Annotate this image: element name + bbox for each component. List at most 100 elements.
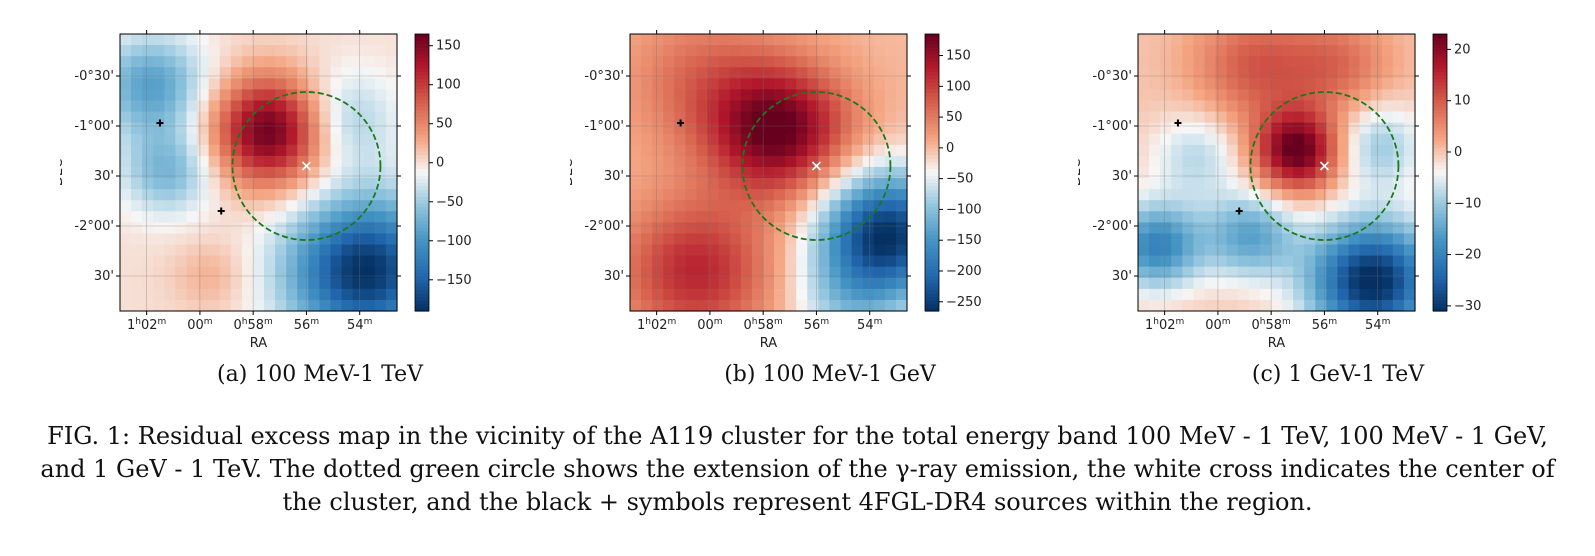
heatmap-cell	[1182, 78, 1194, 90]
heatmap-cell	[308, 222, 321, 235]
colorbar-segment	[925, 72, 939, 77]
colorbar-segment	[1433, 279, 1447, 284]
colorbar-segment	[1433, 262, 1447, 267]
heatmap-cell	[818, 78, 831, 90]
heatmap-cell	[696, 45, 709, 57]
heatmap-cell	[818, 166, 831, 179]
heatmap-cell	[1259, 255, 1272, 268]
heatmap-cell	[1215, 89, 1228, 102]
heatmap-cell	[131, 78, 143, 90]
heatmap-cell	[208, 166, 221, 179]
heatmap-cell	[131, 122, 143, 135]
heatmap-cell	[319, 34, 332, 46]
colorbar-segment	[415, 44, 429, 49]
heatmap-cell	[729, 100, 742, 113]
heatmap-cell	[1270, 111, 1283, 124]
heatmap-cell	[1270, 45, 1283, 57]
heatmap-cell	[829, 67, 842, 79]
heatmap-cell	[873, 155, 886, 168]
heatmap-cell	[762, 233, 775, 246]
heatmap-cell	[895, 34, 908, 46]
heatmap-cell	[264, 266, 276, 279]
heatmap-cell	[186, 45, 199, 57]
heatmap-cell	[1282, 122, 1294, 135]
heatmap-cell	[707, 178, 720, 190]
heatmap-cell	[1282, 189, 1294, 201]
heatmap-cell	[352, 266, 365, 279]
heatmap-cell	[308, 34, 321, 46]
heatmap-cell	[341, 299, 354, 312]
y-tick-label: -1°00'	[74, 119, 114, 134]
heatmap-cell	[1304, 211, 1316, 223]
colorbar-tick-label: 100	[946, 79, 971, 94]
heatmap-cell	[751, 56, 764, 68]
heatmap-cell	[1326, 155, 1339, 168]
heatmap-cell	[219, 34, 232, 46]
heatmap-cell	[1337, 211, 1350, 223]
heatmap-cell	[851, 200, 864, 212]
heatmap-cell	[641, 67, 653, 79]
heatmap-cell	[120, 277, 132, 290]
heatmap-cell	[1270, 56, 1283, 68]
heatmap-cell	[297, 200, 309, 212]
heatmap-cell	[385, 166, 398, 179]
heatmap-cell	[1381, 233, 1394, 246]
heatmap-cell	[297, 211, 309, 223]
heatmap-cell	[774, 211, 786, 223]
heatmap-cell	[1259, 233, 1272, 246]
heatmap-cell	[774, 133, 786, 146]
heatmap-cell	[751, 266, 764, 279]
heatmap-cell	[1204, 67, 1217, 79]
heatmap-cell	[1370, 133, 1383, 146]
heatmap-cell	[275, 122, 287, 135]
heatmap-cell	[785, 244, 797, 257]
heatmap-cell	[1282, 100, 1294, 113]
heatmap-cell	[1293, 122, 1305, 135]
heatmap-cell	[1193, 299, 1206, 312]
heatmap-cell	[1337, 122, 1350, 135]
heatmap-cell	[219, 67, 232, 79]
heatmap-cell	[363, 277, 376, 290]
heatmap-cell	[707, 144, 720, 157]
heatmap-cell	[674, 166, 686, 179]
heatmap-cell	[1182, 122, 1194, 135]
heatmap-cell	[818, 200, 831, 212]
heatmap-cell	[1215, 111, 1228, 124]
colorbar-segment	[925, 165, 939, 170]
heatmap-cell	[241, 78, 254, 90]
heatmap-cell	[774, 45, 786, 57]
heatmap-cell	[696, 222, 709, 235]
colorbar-segment	[415, 175, 429, 181]
heatmap-cell	[197, 288, 210, 301]
heatmap-cell	[1293, 89, 1305, 102]
heatmap-cell	[818, 299, 831, 312]
x-tick-label: 00m	[1205, 317, 1230, 333]
heatmap-cell	[341, 244, 354, 257]
colorbar-segment	[925, 307, 939, 312]
heatmap-cell	[796, 200, 808, 212]
colorbar-segment	[925, 79, 939, 84]
heatmap-cell	[663, 89, 675, 102]
heatmap-cell	[774, 288, 786, 301]
heatmap-cell	[197, 233, 210, 246]
heatmap-cell	[718, 299, 731, 312]
heatmap-cell	[308, 255, 321, 268]
heatmap-cell	[197, 100, 210, 113]
heatmap-cell	[873, 266, 886, 279]
heatmap-cell	[308, 67, 321, 79]
heatmap-cell	[1149, 288, 1161, 301]
heatmap-cell	[131, 288, 143, 301]
heatmap-cell	[1182, 288, 1194, 301]
y-tick-label: 30'	[1112, 169, 1132, 184]
heatmap-cell	[186, 155, 199, 168]
colorbar-segment	[925, 207, 939, 212]
heatmap-cell	[131, 178, 143, 190]
heatmap-cell	[729, 211, 742, 223]
heatmap-cell	[729, 178, 742, 190]
heatmap-cell	[197, 266, 210, 279]
heatmap-cell	[1138, 34, 1150, 46]
heatmap-cell	[1149, 233, 1161, 246]
heatmap-cell	[1282, 277, 1294, 290]
colorbar-segment	[415, 279, 429, 284]
heatmap-cell	[1293, 144, 1305, 157]
